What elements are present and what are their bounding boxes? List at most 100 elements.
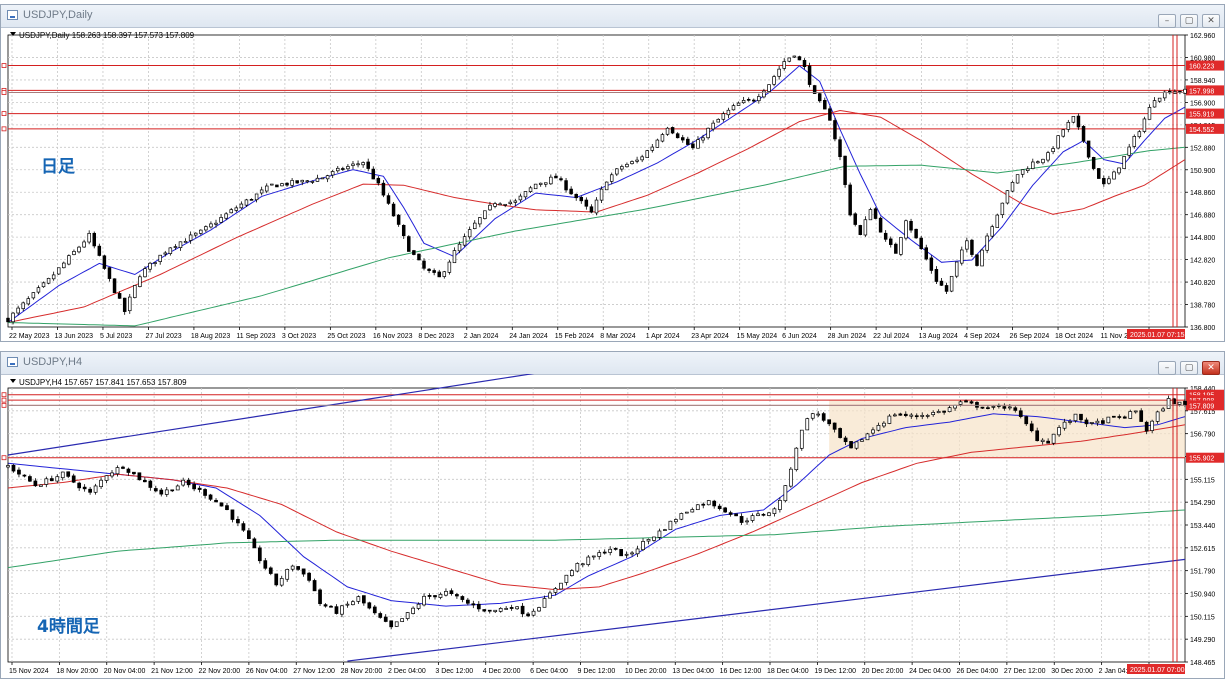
candle-body	[575, 563, 580, 572]
x-tick-label: 11 Sep 2023	[236, 333, 275, 340]
daily-chart-window[interactable]: USDJPY,Daily – ▢ ✕ 162.960 160.980 158.940 15…	[0, 4, 1225, 342]
candle-body	[1086, 140, 1091, 158]
candle-body	[82, 486, 87, 490]
level-handle	[1, 397, 7, 403]
candle-body	[802, 60, 807, 68]
candle-body	[903, 413, 908, 416]
candle-body	[1005, 190, 1010, 204]
maximize-button[interactable]: ▢	[1180, 14, 1198, 28]
candle-body	[77, 246, 81, 253]
minimize-button[interactable]: –	[1158, 14, 1176, 28]
candle-body	[792, 55, 797, 58]
candle-body	[400, 618, 405, 622]
candle-body	[904, 220, 908, 239]
candle-body	[219, 217, 223, 223]
x-tick-label: 28 Nov 20:00	[341, 668, 383, 675]
level-price-badge	[1186, 85, 1224, 96]
candle-body	[797, 56, 802, 61]
candle-body	[351, 163, 355, 166]
candle-body	[778, 500, 782, 510]
candle-body	[270, 183, 274, 186]
candle-body	[44, 478, 49, 485]
candle-body	[371, 168, 376, 180]
candle-body	[838, 139, 842, 157]
candle-body	[868, 209, 873, 221]
y-tick-label: 148.465	[1190, 660, 1215, 667]
candle-body	[229, 209, 233, 214]
candle-body	[62, 262, 66, 269]
candle-body	[624, 553, 629, 556]
candle-body	[975, 254, 979, 266]
minimize-button[interactable]: –	[1158, 361, 1176, 375]
candle-body	[102, 255, 107, 269]
y-tick-label: 153.440	[1190, 523, 1215, 530]
level-price-badge	[1186, 60, 1224, 71]
moving-average-line	[7, 413, 1186, 607]
cursor-time-label: 2025.01.07 07:00	[1130, 667, 1185, 674]
h4-chart-window[interactable]: USDJPY,H4 –▢ ✕ 158.440 157.615 156.790 155.9…	[0, 351, 1225, 679]
candle-body	[275, 184, 279, 188]
candle-body	[197, 487, 202, 490]
candle-body	[1166, 398, 1171, 409]
level-handle	[1, 392, 7, 398]
close-button[interactable]: ✕	[1202, 14, 1220, 28]
candle-body	[11, 312, 15, 323]
candle-body	[488, 204, 492, 211]
candle-body	[690, 509, 695, 513]
candle-body	[625, 163, 629, 168]
candle-body	[372, 606, 377, 614]
x-tick-label: 6 Dec 04:00	[530, 668, 568, 675]
y-tick-label: 151.790	[1190, 569, 1215, 576]
h4-price-chart[interactable]: 158.440157.615156.790155.965155.115154.2…	[1, 374, 1224, 678]
candle-body	[460, 596, 465, 600]
candle-body	[767, 84, 771, 92]
candle-body	[980, 406, 985, 409]
candle-body	[442, 271, 447, 277]
x-tick-label: 23 Apr 2024	[691, 333, 729, 340]
candle-body	[416, 603, 421, 609]
x-tick-label: 18 Oct 2024	[1055, 333, 1093, 340]
candle-body	[305, 180, 310, 183]
candle-body	[225, 505, 229, 510]
daily-info-dropdown-icon[interactable]	[10, 32, 16, 36]
candle-body	[591, 555, 596, 558]
candle-body	[66, 471, 71, 477]
x-tick-label: 15 Feb 2024	[555, 333, 594, 340]
candle-body	[412, 250, 416, 255]
candle-body	[757, 96, 761, 102]
candle-body	[553, 588, 558, 593]
candle-body	[254, 193, 259, 201]
candle-body	[33, 480, 38, 487]
x-tick-label: 8 Dec 2023	[418, 333, 454, 340]
daily-price-chart[interactable]: 162.960160.980158.940156.900154.915152.8…	[1, 27, 1224, 341]
x-tick-label: 27 Dec 12:00	[1004, 668, 1046, 675]
h4-info-dropdown-icon[interactable]	[10, 379, 16, 383]
candle-body	[706, 500, 711, 506]
candle-body	[924, 247, 929, 260]
h4-titlebar[interactable]: USDJPY,H4 – ▢ ✕	[1, 352, 1224, 375]
candle-body	[462, 236, 467, 246]
close-button[interactable]: ✕	[1202, 361, 1220, 375]
daily-titlebar[interactable]: USDJPY,Daily – ▢ ✕	[1, 5, 1224, 28]
candle-body	[236, 519, 240, 524]
candle-body	[1031, 161, 1035, 169]
candle-body	[67, 255, 71, 265]
candle-body	[1051, 148, 1055, 153]
candle-body	[11, 464, 16, 472]
candle-body	[734, 513, 738, 517]
candle-body	[36, 287, 41, 293]
candle-body	[609, 174, 614, 182]
candle-body	[745, 520, 749, 523]
candle-body	[1061, 129, 1065, 137]
y-tick-label: 140.820	[1190, 280, 1215, 287]
candle-body	[579, 196, 584, 202]
candle-body	[684, 511, 689, 514]
candle-body	[787, 57, 792, 62]
candle-body	[1132, 136, 1137, 147]
candle-body	[1150, 420, 1155, 431]
candle-body	[711, 122, 715, 130]
candle-body	[1117, 416, 1122, 418]
candle-body	[761, 513, 766, 516]
maximize-button[interactable]: ▢	[1180, 361, 1198, 375]
candle-body	[1046, 440, 1050, 444]
